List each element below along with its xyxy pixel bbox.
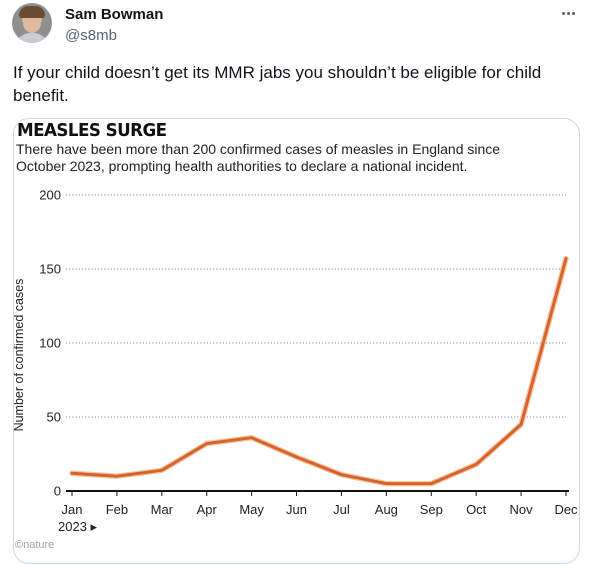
measles-line-chart: 0 50 100 150 200 Number of confirmed cases Jan… bbox=[14, 188, 578, 535]
x-tick-label-jul: Jul bbox=[333, 502, 350, 517]
x-tick-label-jan: Jan bbox=[62, 502, 83, 517]
chart-title: MEASLES SURGE bbox=[17, 120, 167, 141]
x-tick-label-feb: Feb bbox=[106, 502, 128, 517]
x-tick-label-sep: Sep bbox=[420, 502, 443, 517]
y-tick-label-50: 50 bbox=[47, 410, 61, 425]
x-tick-label-may: May bbox=[239, 502, 264, 517]
chart-subtitle: There have been more than 200 confirmed … bbox=[16, 141, 501, 174]
y-tick-label-0: 0 bbox=[54, 484, 61, 499]
avatar-shirt bbox=[16, 33, 48, 43]
y-axis-label: Number of confirmed cases bbox=[14, 279, 26, 432]
series-line-0 bbox=[70, 257, 568, 486]
tweet-text: If your child doesn’t get its MMR jabs y… bbox=[13, 63, 542, 105]
x-tick-label-jun: Jun bbox=[286, 502, 307, 517]
x-tick-label-apr: Apr bbox=[197, 502, 218, 517]
y-tick-label-200: 200 bbox=[39, 188, 61, 203]
more-icon[interactable] bbox=[555, 3, 581, 23]
y-tick-label-100: 100 bbox=[39, 336, 61, 351]
y-tick-label-150: 150 bbox=[39, 262, 61, 277]
x-tick-label-aug: Aug bbox=[375, 502, 398, 517]
user-handle[interactable]: @s8mb bbox=[65, 27, 117, 44]
x-year-label: 2023 ▸ bbox=[58, 519, 98, 534]
nature-credit: ©nature bbox=[15, 539, 55, 551]
x-tick-label-nov: Nov bbox=[510, 502, 534, 517]
x-tick-label-mar: Mar bbox=[151, 502, 174, 517]
avatar[interactable] bbox=[12, 3, 52, 43]
display-name[interactable]: Sam Bowman bbox=[65, 6, 164, 23]
media-card[interactable]: MEASLES SURGE There have been more than … bbox=[13, 118, 580, 564]
x-tick-label-oct: Oct bbox=[466, 502, 487, 517]
avatar-hair bbox=[19, 6, 45, 18]
x-tick-label-dec: Dec bbox=[554, 502, 578, 517]
